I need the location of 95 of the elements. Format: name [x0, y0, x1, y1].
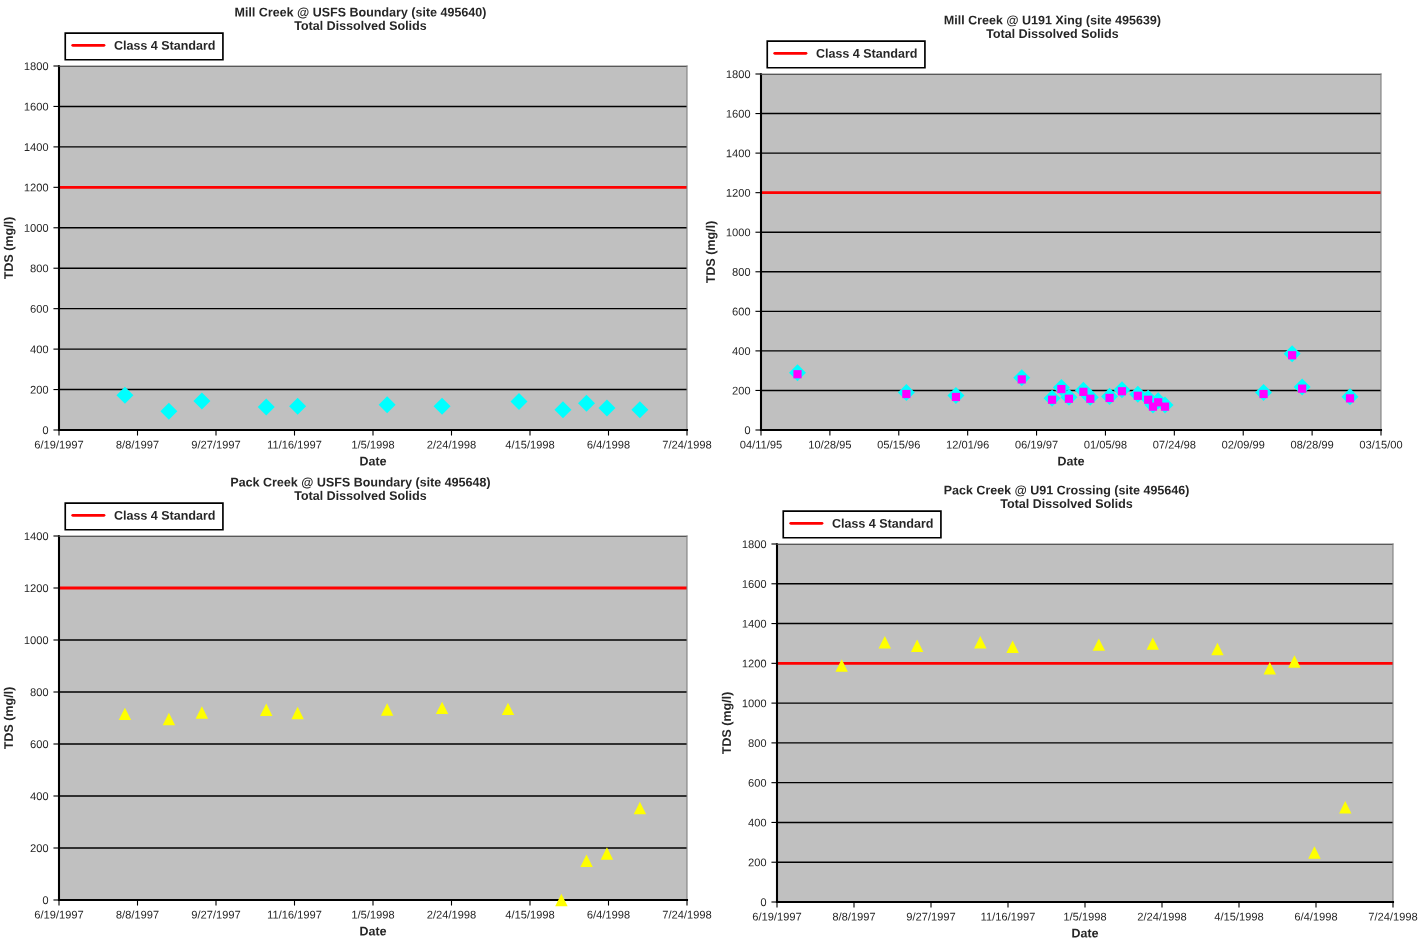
chart-subtitle: Total Dissolved Solids	[1000, 498, 1133, 509]
y-tick-label: 1800	[24, 62, 49, 71]
x-tick-label: 10/28/95	[809, 440, 852, 449]
y-axis-title: TDS (mg/l)	[705, 221, 718, 284]
x-tick-label: 11/16/1997	[267, 440, 322, 449]
x-tick-label: 1/5/1998	[352, 440, 395, 449]
y-tick-label: 1000	[24, 636, 49, 645]
x-tick-label: 07/24/98	[1153, 440, 1196, 449]
chart-subtitle: Total Dissolved Solids	[294, 20, 427, 31]
y-tick-label: 400	[748, 818, 767, 827]
x-tick-label: 6/19/1997	[34, 440, 84, 449]
y-tick-label: 800	[748, 739, 767, 748]
y-tick-label: 1200	[742, 659, 767, 668]
chart-title: Mill Creek @ U191 Xing (site 495639)	[944, 15, 1161, 28]
x-tick-label: 7/24/1998	[1368, 912, 1418, 921]
y-tick-label: 800	[732, 268, 751, 276]
x-tick-label: 9/27/1997	[191, 440, 241, 449]
y-tick-label: 400	[732, 347, 751, 356]
y-tick-label: 1200	[24, 183, 49, 192]
legend-label: Class 4 Standard	[114, 40, 215, 50]
x-tick-label: 6/19/1997	[752, 912, 802, 921]
legend-label: Class 4 Standard	[816, 48, 917, 58]
x-axis-title: Date	[1058, 456, 1085, 466]
x-tick-label: 06/19/97	[1015, 440, 1058, 449]
x-tick-label: 6/19/1997	[34, 910, 84, 919]
y-tick-label: 0	[42, 896, 49, 905]
y-axis-title: TDS (mg/l)	[3, 687, 16, 750]
x-tick-label: 11/16/1997	[981, 912, 1035, 921]
y-tick-label: 1800	[742, 540, 767, 549]
x-axis-title: Date	[360, 456, 387, 466]
y-tick-label: 400	[30, 345, 49, 354]
y-tick-label: 600	[748, 778, 767, 787]
y-tick-label: 0	[760, 898, 767, 907]
x-tick-label: 4/15/1998	[1214, 912, 1264, 921]
x-tick-label: 6/4/1998	[587, 440, 630, 449]
x-tick-label: 4/15/1998	[505, 440, 555, 449]
x-tick-label: 12/01/96	[946, 440, 989, 449]
x-tick-label: 11/16/1997	[267, 910, 322, 919]
legend-label: Class 4 Standard	[832, 518, 933, 528]
x-tick-label: 4/15/1998	[505, 910, 555, 919]
x-tick-label: 2/24/1998	[1137, 912, 1187, 921]
x-tick-label: 05/15/96	[877, 440, 920, 449]
x-tick-label: 1/5/1998	[1064, 912, 1107, 921]
y-tick-label: 1400	[24, 143, 49, 152]
y-tick-label: 1000	[726, 228, 751, 237]
x-tick-label: 01/05/98	[1084, 440, 1127, 449]
y-tick-label: 200	[748, 858, 767, 867]
y-tick-label: 1600	[742, 580, 767, 588]
y-tick-label: 1400	[726, 149, 751, 158]
x-tick-label: 2/24/1998	[427, 440, 476, 449]
x-tick-label: 9/27/1997	[191, 910, 241, 919]
x-tick-label: 8/8/1997	[832, 912, 876, 921]
x-tick-label: 1/5/1998	[352, 910, 395, 919]
y-tick-label: 0	[42, 426, 49, 435]
x-tick-label: 02/09/99	[1222, 440, 1265, 449]
y-tick-label: 1600	[24, 102, 49, 111]
x-tick-label: 7/24/1998	[662, 440, 712, 449]
y-axis-title: TDS (mg/l)	[721, 692, 734, 755]
y-tick-label: 200	[732, 386, 751, 395]
legend-label: Class 4 Standard	[114, 510, 215, 520]
x-tick-label: 8/8/1997	[116, 440, 159, 449]
x-tick-label: 04/11/95	[740, 440, 782, 449]
y-tick-label: 1400	[24, 532, 49, 541]
y-tick-label: 1000	[24, 224, 49, 232]
chart-subtitle: Total Dissolved Solids	[294, 490, 427, 501]
x-tick-label: 08/28/99	[1290, 440, 1334, 449]
y-tick-label: 200	[30, 844, 49, 853]
x-tick-label: 9/27/1997	[906, 912, 956, 921]
y-tick-label: 1600	[726, 109, 751, 118]
y-tick-label: 800	[30, 264, 49, 273]
chart-subtitle: Total Dissolved Solids	[986, 28, 1119, 39]
x-axis-title: Date	[1072, 928, 1099, 938]
y-tick-label: 600	[30, 740, 49, 749]
y-tick-label: 1200	[726, 188, 751, 197]
chart-title: Pack Creek @ U91 Crossing (site 495646)	[944, 485, 1189, 498]
y-axis-title: TDS (mg/l)	[3, 217, 16, 280]
x-tick-label: 6/4/1998	[1294, 912, 1338, 921]
y-tick-label: 0	[744, 426, 751, 435]
y-tick-label: 800	[30, 688, 49, 697]
y-tick-label: 1200	[24, 584, 49, 593]
y-tick-label: 1400	[742, 619, 767, 628]
x-tick-label: 8/8/1997	[116, 910, 159, 919]
x-tick-label: 7/24/1998	[662, 910, 712, 919]
y-tick-label: 600	[732, 307, 751, 316]
x-tick-label: 2/24/1998	[427, 910, 476, 919]
x-tick-label: 03/15/00	[1359, 440, 1403, 449]
chart-title: Pack Creek @ USFS Boundary (site 495648)	[231, 477, 490, 490]
y-tick-label: 400	[30, 792, 49, 801]
y-tick-label: 1000	[742, 699, 767, 708]
x-tick-label: 6/4/1998	[587, 910, 630, 919]
y-tick-label: 200	[30, 385, 49, 394]
chart-title: Mill Creek @ USFS Boundary (site 495640)	[235, 7, 486, 20]
y-tick-label: 600	[30, 304, 49, 313]
x-axis-title: Date	[360, 926, 387, 936]
y-tick-label: 1800	[726, 70, 751, 79]
